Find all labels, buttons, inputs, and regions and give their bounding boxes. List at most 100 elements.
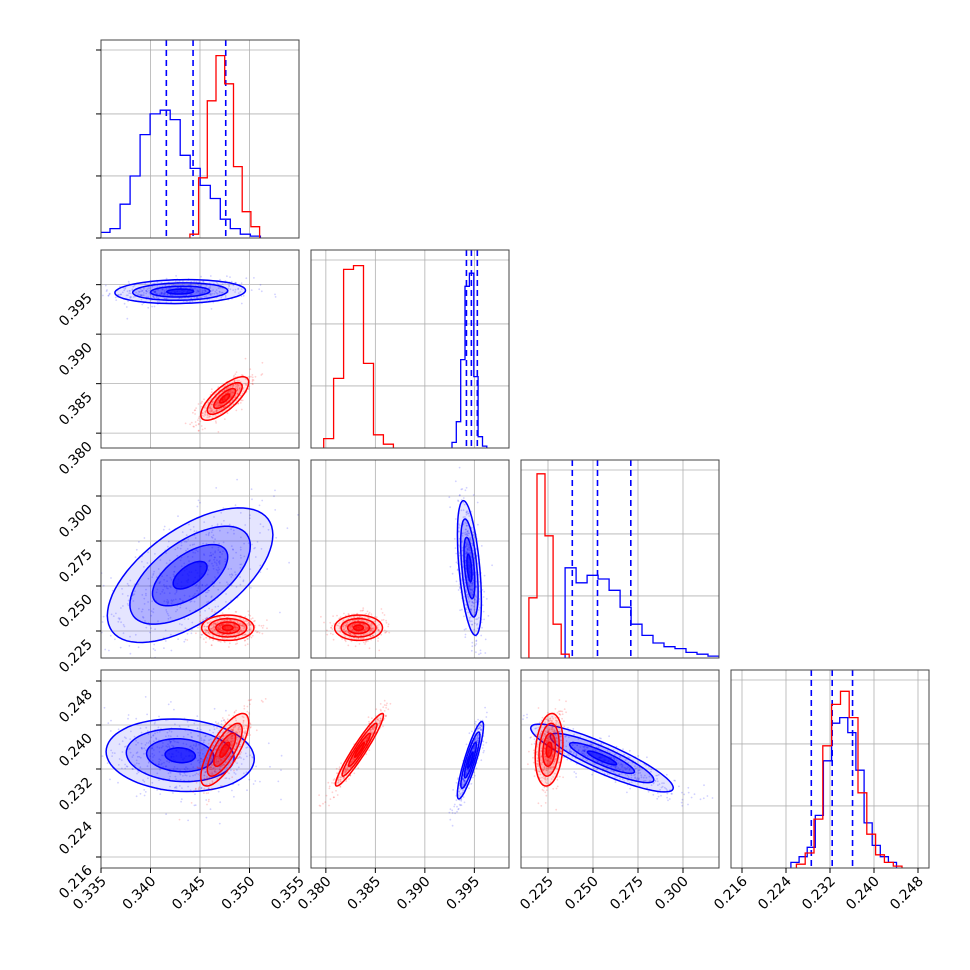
scatter-point xyxy=(350,761,353,763)
scatter-point xyxy=(163,578,166,581)
scatter-point xyxy=(222,763,225,766)
scatter-point xyxy=(483,590,486,593)
scatter-point xyxy=(219,627,222,629)
scatter-point xyxy=(192,744,195,747)
scatter-point xyxy=(203,398,205,401)
scatter-point xyxy=(179,547,182,550)
y-tick-label: 0.224 xyxy=(56,818,96,858)
panel-frame xyxy=(520,459,720,659)
scatter-point xyxy=(240,757,243,759)
scatter-point xyxy=(175,589,178,591)
scatter-point xyxy=(370,628,373,631)
scatter-point xyxy=(135,743,138,746)
scatter-point xyxy=(367,716,370,719)
scatter-point xyxy=(200,757,202,760)
scatter-point xyxy=(453,803,456,806)
scatter-point xyxy=(125,294,128,297)
scatter-point xyxy=(234,625,237,628)
scatter-point xyxy=(330,626,332,629)
scatter-point xyxy=(364,626,367,629)
scatter-point xyxy=(201,412,204,415)
contour-line xyxy=(129,525,252,625)
scatter-point xyxy=(157,620,159,623)
scatter-point xyxy=(237,728,240,731)
scatter-point xyxy=(228,390,231,393)
scatter-point xyxy=(211,771,213,774)
scatter-point xyxy=(230,390,233,392)
scatter-point xyxy=(366,627,369,630)
scatter-point xyxy=(459,804,462,807)
scatter-point xyxy=(226,733,229,735)
scatter-point xyxy=(179,559,182,562)
scatter-point xyxy=(357,637,360,640)
scatter-point xyxy=(238,630,241,633)
scatter-point xyxy=(180,565,183,568)
scatter-point xyxy=(351,625,353,627)
scatter-point xyxy=(456,810,458,813)
scatter-point xyxy=(181,623,183,626)
scatter-point xyxy=(227,634,230,637)
scatter-point xyxy=(199,622,202,625)
scatter-point xyxy=(471,582,474,585)
scatter-point xyxy=(140,298,143,301)
scatter-point xyxy=(151,781,154,784)
scatter-point xyxy=(240,295,243,297)
scatter-point xyxy=(217,549,220,551)
scatter-point xyxy=(135,548,138,551)
scatter-point xyxy=(211,773,213,776)
scatter-point xyxy=(333,778,336,780)
scatter-point xyxy=(166,612,169,615)
scatter-point xyxy=(252,783,255,785)
scatter-point xyxy=(168,559,171,562)
scatter-point xyxy=(74,635,76,637)
scatter-point xyxy=(232,529,235,532)
scatter-point xyxy=(208,766,211,769)
scatter-point xyxy=(139,756,142,759)
scatter-point xyxy=(288,561,290,564)
scatter-point xyxy=(472,531,474,534)
scatter-point xyxy=(220,765,222,768)
scatter-point xyxy=(110,613,113,616)
scatter-point xyxy=(175,275,178,277)
scatter-point xyxy=(470,608,472,610)
scatter-point xyxy=(143,794,146,797)
scatter-point xyxy=(124,288,126,290)
scatter-point xyxy=(222,719,225,722)
scatter-point xyxy=(160,746,163,749)
scatter-point xyxy=(482,596,485,598)
scatter-point xyxy=(370,630,372,632)
scatter-point xyxy=(135,759,138,762)
scatter-point xyxy=(236,762,239,764)
scatter-point xyxy=(197,759,200,761)
scatter-point xyxy=(346,621,349,624)
scatter-point xyxy=(258,631,261,634)
scatter-point xyxy=(267,742,270,745)
scatter-point xyxy=(383,614,386,616)
scatter-point xyxy=(151,600,154,603)
scatter-point xyxy=(224,739,227,742)
scatter-point xyxy=(382,618,385,621)
scatter-point xyxy=(218,568,221,571)
scatter-point xyxy=(218,757,221,760)
scatter-point xyxy=(230,576,233,578)
scatter-point xyxy=(370,625,372,628)
scatter-point xyxy=(226,622,228,625)
scatter-point xyxy=(230,735,233,737)
scatter-point xyxy=(203,291,206,294)
scatter-point xyxy=(197,626,199,629)
scatter-point xyxy=(460,509,463,512)
scatter-point xyxy=(329,621,332,624)
scatter-point xyxy=(214,622,217,625)
scatter-point xyxy=(224,402,227,404)
scatter-point xyxy=(159,593,162,595)
scatter-point xyxy=(235,551,238,554)
contour-line xyxy=(164,747,197,764)
scatter-point xyxy=(154,290,157,293)
scatter-point xyxy=(189,601,192,603)
scatter-point xyxy=(233,380,236,382)
scatter-point xyxy=(475,767,478,770)
scatter-point xyxy=(239,629,242,631)
scatter-point xyxy=(219,628,222,630)
scatter-point xyxy=(207,631,209,634)
contour-line xyxy=(215,621,241,635)
